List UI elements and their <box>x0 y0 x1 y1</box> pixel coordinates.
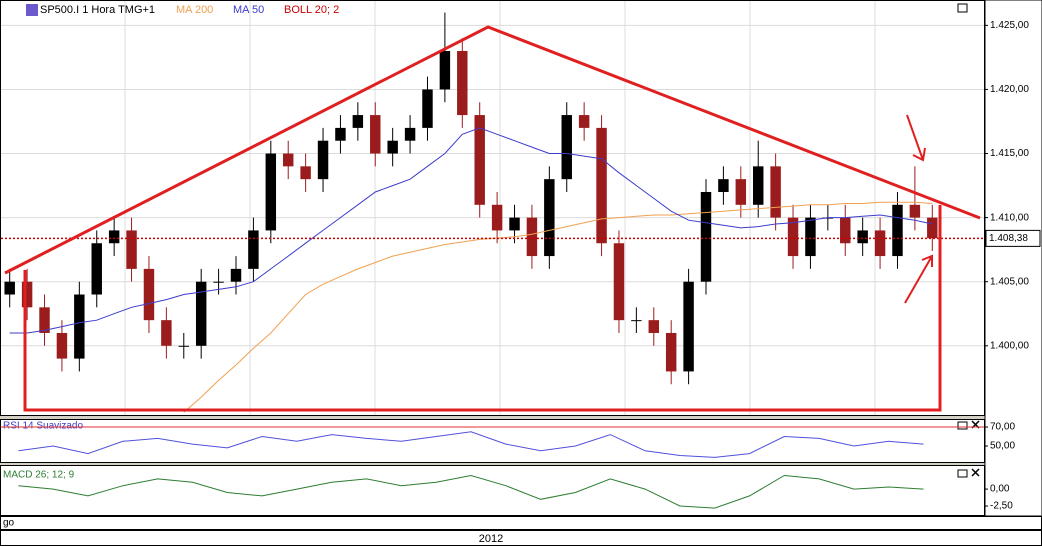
candle-body <box>718 179 729 192</box>
candle-body <box>178 345 189 347</box>
maximize-button[interactable] <box>957 3 968 13</box>
candle-body <box>491 204 503 231</box>
chart-title: SP500.I 1 Hora TMG+1 <box>40 4 155 16</box>
candle-body <box>526 217 538 257</box>
candle-body <box>753 166 764 205</box>
trend-lines <box>4 25 981 275</box>
candle-body <box>578 115 590 128</box>
candle-body <box>56 332 68 359</box>
candle-body <box>126 230 137 269</box>
candle-body <box>822 217 834 219</box>
candle-body <box>509 217 520 231</box>
candle-body <box>683 281 694 372</box>
candle-body <box>74 294 85 359</box>
candle-body <box>4 281 15 295</box>
candle-body <box>892 204 903 257</box>
candle-body <box>317 140 329 180</box>
macd-title[interactable]: MACD 26; 12; 9 <box>3 470 75 481</box>
scroll-bar[interactable] <box>0 516 1042 530</box>
candle-body <box>561 115 572 180</box>
candle-body <box>370 115 381 154</box>
macd-panel <box>0 465 985 516</box>
candle-body <box>230 268 242 282</box>
y-tick-label: 70,00 <box>990 422 1015 433</box>
y-tick-label: -2,50 <box>990 501 1013 512</box>
candle-body <box>439 50 451 90</box>
y-tick-label: 1.410,00 <box>990 212 1029 223</box>
candle-body <box>700 191 712 282</box>
candle-body <box>161 320 172 346</box>
candle-body <box>648 320 659 333</box>
candle-body <box>265 153 277 231</box>
rsi-title[interactable]: RSI 14 Suavizado <box>3 421 83 432</box>
line-series <box>18 474 924 509</box>
arrow-up <box>904 254 933 304</box>
line-series <box>18 431 924 458</box>
annotations <box>4 25 981 412</box>
line-series <box>9 127 933 334</box>
legend-ma50[interactable]: MA 50 <box>233 4 264 16</box>
x-axis-area <box>0 530 1042 546</box>
candle-body <box>874 230 886 257</box>
candle-body <box>457 50 468 116</box>
candle-body <box>857 230 868 244</box>
candle-body <box>474 115 485 205</box>
y-tick-label: 1.415,00 <box>990 148 1029 159</box>
arrow-down <box>906 114 926 162</box>
candle-body <box>840 217 851 244</box>
candle-body <box>631 320 642 322</box>
candle-body <box>335 127 346 141</box>
last-price-label: 1.408,38 <box>989 233 1028 244</box>
candle-body <box>404 127 416 141</box>
close-button[interactable] <box>971 420 980 477</box>
maximize-button[interactable] <box>957 469 968 478</box>
candle-body <box>300 166 311 180</box>
candle-body <box>195 281 207 346</box>
candle-body <box>422 89 433 128</box>
y-tick-label: 1.400,00 <box>990 340 1029 351</box>
line-series <box>183 201 933 413</box>
candle-body <box>927 217 938 239</box>
x-axis-label: 2012 <box>479 533 503 545</box>
scroll-text: go <box>3 518 15 529</box>
candle-body <box>213 281 224 283</box>
y-tick-label: 1.420,00 <box>990 84 1029 95</box>
candle-body <box>805 217 816 257</box>
range-box <box>23 205 942 412</box>
candle-body <box>248 230 259 269</box>
candle-body <box>143 268 155 321</box>
candle-body <box>91 243 102 295</box>
y-tick-label: 1.405,00 <box>990 276 1029 287</box>
candle-body <box>108 230 120 244</box>
candle-body <box>735 179 747 205</box>
legend-boll[interactable]: BOLL 20; 2 <box>284 4 339 16</box>
candle-body <box>909 204 921 218</box>
y-axis-area <box>984 0 1042 517</box>
candle-body <box>787 217 799 257</box>
y-tick-label: 50,00 <box>990 441 1015 452</box>
instrument-icon <box>26 4 38 16</box>
last-price-box <box>985 229 1041 247</box>
candle-body <box>770 166 781 218</box>
candle-body <box>544 179 555 257</box>
maximize-button[interactable] <box>957 421 968 430</box>
candle-body <box>39 307 50 333</box>
candle-body <box>665 332 677 372</box>
candle-body <box>387 140 398 154</box>
candle-body <box>596 127 607 244</box>
y-tick-label: 1.425,00 <box>990 20 1029 31</box>
candle-body <box>283 153 294 167</box>
candle-body <box>613 243 625 321</box>
candle-body <box>352 115 364 128</box>
candle-body <box>21 281 33 308</box>
y-tick-label: 0,00 <box>990 484 1010 495</box>
rsi-panel <box>0 419 985 463</box>
legend-ma200[interactable]: MA 200 <box>176 4 213 16</box>
